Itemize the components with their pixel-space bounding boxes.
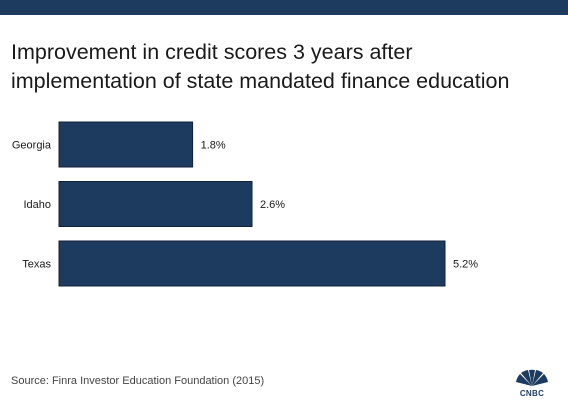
chart-title-line-2: implementation of state mandated finance…: [11, 69, 510, 93]
bar-texas: [58, 240, 446, 287]
bar-georgia: [58, 121, 194, 168]
value-label-texas: 5.2%: [453, 259, 478, 271]
bar-idaho: [58, 181, 253, 227]
cnbc-peacock-icon: [516, 369, 548, 386]
value-label-georgia: 1.8%: [201, 140, 226, 152]
chart-title-line-1: Improvement in credit scores 3 years aft…: [11, 40, 413, 64]
category-label-texas: Texas: [22, 259, 51, 271]
cnbc-logo-text: CNBC: [519, 389, 545, 398]
source-note: Source: Finra Investor Education Foundat…: [11, 375, 265, 387]
category-label-idaho: Idaho: [23, 199, 51, 211]
chart-title: Improvement in credit scores 3 years aft…: [11, 38, 556, 96]
top-banner: [0, 0, 568, 15]
category-label-georgia: Georgia: [12, 140, 52, 152]
value-label-idaho: 2.6%: [260, 199, 285, 211]
